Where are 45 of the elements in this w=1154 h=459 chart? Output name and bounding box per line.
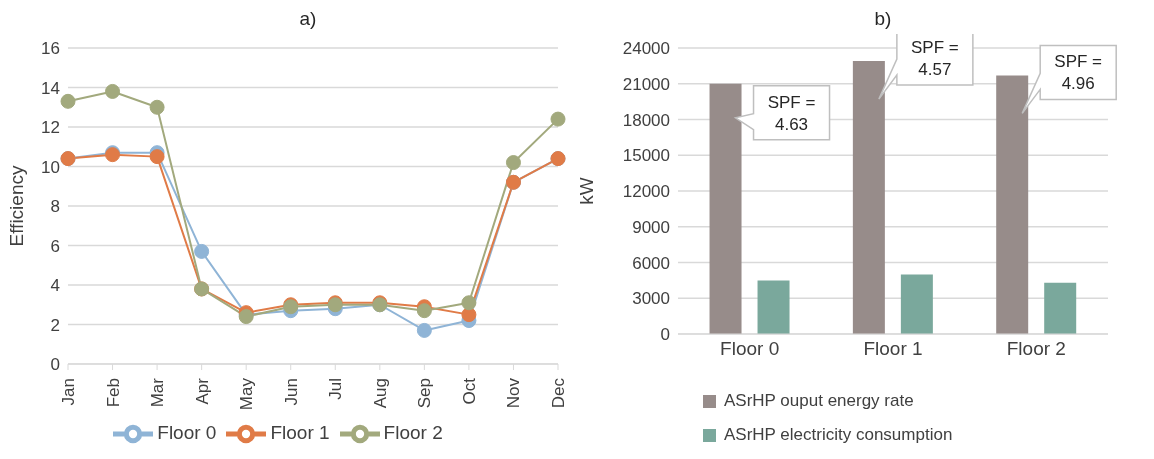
y-tick-label: 4 <box>50 276 60 296</box>
y-tick-label: 21000 <box>622 74 670 94</box>
y-tick-label: 6000 <box>632 253 670 273</box>
x-tick-label: Aug <box>370 378 390 409</box>
y-tick-label: 9000 <box>632 217 670 237</box>
y-tick-label: 3000 <box>632 289 670 309</box>
y-tick-label: 15000 <box>622 146 670 166</box>
y-tick-label: 24000 <box>622 39 670 59</box>
y-tick-label: 2 <box>50 315 60 335</box>
x-tick-label: Mar <box>148 377 168 408</box>
legend-label: Floor 2 <box>383 422 443 444</box>
y-tick-label: 0 <box>50 355 60 375</box>
chart-title: b) <box>873 8 893 31</box>
x-tick-label: Floor 2 <box>1006 338 1066 360</box>
x-tick-label: Nov <box>504 377 524 409</box>
y-tick-label: 12 <box>41 118 60 138</box>
x-tick-label: Apr <box>192 377 212 405</box>
x-tick-label: May <box>237 377 257 411</box>
y-tick-label: 14 <box>41 78 60 98</box>
y-tick-label: 0 <box>660 325 670 345</box>
y-tick-label: 8 <box>50 197 60 217</box>
x-tick-label: Jan <box>59 378 78 406</box>
y-axis-title: kW <box>575 177 597 205</box>
y-tick-label: 10 <box>41 157 60 177</box>
x-tick-label: Oct <box>459 377 479 405</box>
annotation: SPF = 4.63 <box>767 92 816 134</box>
x-tick-label: Sep <box>415 378 435 409</box>
x-tick-label: Feb <box>103 378 123 408</box>
legend-label: Floor 1 <box>270 422 330 444</box>
y-tick-label: 12000 <box>622 182 670 202</box>
legend-label: Floor 0 <box>157 422 217 444</box>
annotation: SPF = 4.57 <box>911 38 959 80</box>
y-tick-label: 16 <box>41 39 60 59</box>
x-tick-label: Jun <box>281 378 301 406</box>
x-tick-label: Dec <box>549 377 568 409</box>
chart-title: a) <box>298 8 318 31</box>
x-tick-label: Floor 0 <box>720 338 780 360</box>
y-axis-title: Efficiency <box>5 165 27 247</box>
y-tick-label: 6 <box>50 236 60 256</box>
x-tick-label: Floor 1 <box>863 338 923 360</box>
x-tick-label: Jul <box>326 378 346 400</box>
y-tick-label: 18000 <box>622 110 670 130</box>
legend-label: ASrHP electricity consumption <box>724 424 953 446</box>
legend-label: ASrHP ouput energy rate <box>724 390 914 412</box>
annotation: SPF = 4.96 <box>1054 52 1103 94</box>
